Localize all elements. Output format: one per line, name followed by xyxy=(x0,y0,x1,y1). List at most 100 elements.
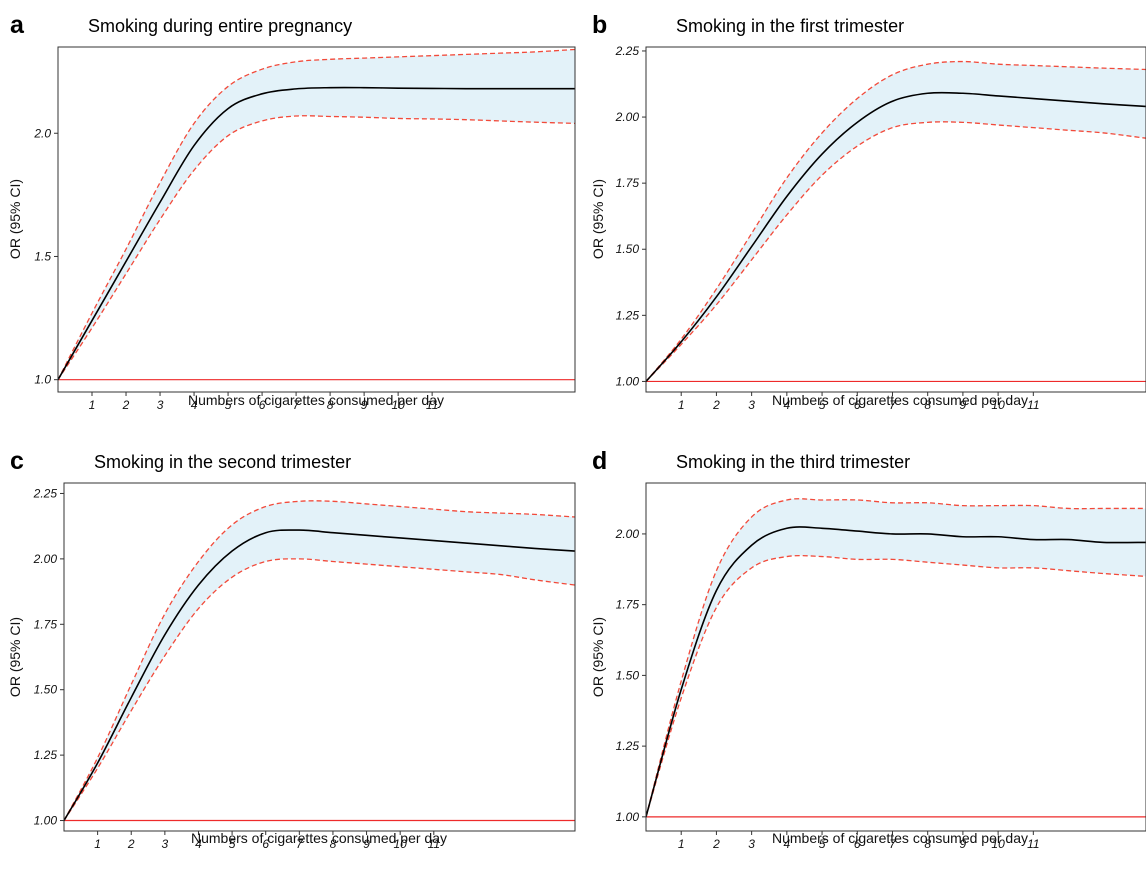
ci-ribbon xyxy=(646,498,1146,817)
x-tick-label: 5 xyxy=(819,398,826,412)
y-tick-label: 1.25 xyxy=(616,739,640,753)
plot-area xyxy=(64,500,575,822)
x-tick-label: 6 xyxy=(854,837,861,851)
y-tick-label: 2.00 xyxy=(615,110,640,124)
x-tick-label: 8 xyxy=(924,837,931,851)
ci-upper-line xyxy=(58,48,575,380)
x-tick-label: 9 xyxy=(363,837,370,851)
x-tick-label: 11 xyxy=(426,398,438,412)
x-tick-label: 2 xyxy=(712,837,720,851)
y-tick-label: 2.25 xyxy=(615,44,640,58)
y-tick-label: 1.50 xyxy=(616,668,640,682)
x-tick-label: 9 xyxy=(960,837,967,851)
x-tick-label: 11 xyxy=(1027,398,1039,412)
y-tick-label: 1.5 xyxy=(34,249,51,263)
plot-frame xyxy=(645,482,1146,832)
y-axis-label: OR (95% CI) xyxy=(7,179,23,259)
plot-frame xyxy=(63,482,576,832)
panel-title: Smoking in the third trimester xyxy=(676,452,910,472)
x-tick-label: 3 xyxy=(748,837,755,851)
x-tick-label: 9 xyxy=(361,398,368,412)
x-tick-label: 2 xyxy=(122,398,130,412)
y-tick-label: 1.75 xyxy=(34,617,58,631)
ci-upper-line xyxy=(64,500,575,821)
ci-upper-line xyxy=(646,498,1146,818)
y-tick-label: 2.25 xyxy=(33,486,58,500)
panel-letter: a xyxy=(10,11,25,39)
x-tick-label: 6 xyxy=(854,398,861,412)
x-tick-label: 10 xyxy=(394,837,408,851)
plot-area xyxy=(58,48,575,381)
plot-area xyxy=(646,60,1146,383)
y-tick-label: 1.50 xyxy=(34,683,58,697)
x-tick-label: 5 xyxy=(229,837,236,851)
plot-frame xyxy=(645,46,1146,393)
panel-a: a Smoking during entire pregnancy 1.0 1.5 2.… xyxy=(7,11,576,412)
x-tick-label: 4 xyxy=(784,837,791,851)
x-tick-label: 8 xyxy=(327,398,334,412)
y-tick-label: 1.00 xyxy=(616,810,640,824)
ci-ribbon xyxy=(646,61,1146,382)
y-tick-label: 2.00 xyxy=(615,527,640,541)
panel-c: c Smoking in the second trimester 1.00 1.25… xyxy=(7,447,576,851)
x-tick-label: 4 xyxy=(195,837,202,851)
y-tick-label: 1.50 xyxy=(616,242,640,256)
x-tick-label: 3 xyxy=(162,837,169,851)
ci-lower-line xyxy=(58,115,575,381)
x-tick-label: 7 xyxy=(296,837,304,851)
x-tick-label: 11 xyxy=(428,837,440,851)
y-tick-label: 1.75 xyxy=(616,176,640,190)
x-axis-label: Numbers of cigarettes consumed per day xyxy=(772,392,1028,408)
or-estimate-line xyxy=(646,91,1146,382)
ci-lower-line xyxy=(646,554,1146,818)
x-tick-label: 2 xyxy=(127,837,135,851)
ci-ribbon xyxy=(58,49,575,380)
ci-lower-line xyxy=(646,121,1146,382)
or-estimate-line xyxy=(58,86,575,381)
ci-lower-line xyxy=(64,558,575,821)
panel-letter: b xyxy=(592,11,607,39)
x-tick-label: 9 xyxy=(960,398,967,412)
y-tick-label: 1.25 xyxy=(34,748,58,762)
x-tick-label: 2 xyxy=(712,398,720,412)
x-tick-label: 6 xyxy=(259,398,266,412)
x-tick-label: 11 xyxy=(1027,837,1039,851)
y-axis-label: OR (95% CI) xyxy=(7,617,23,697)
y-axis-label: OR (95% CI) xyxy=(590,617,606,697)
x-tick-label: 6 xyxy=(262,837,269,851)
x-tick-label: 1 xyxy=(678,837,685,851)
y-tick-label: 1.00 xyxy=(34,814,58,828)
panel-title: Smoking in the second trimester xyxy=(94,452,351,472)
x-tick-label: 8 xyxy=(330,837,337,851)
y-tick-label: 1.25 xyxy=(616,308,640,322)
panel-b: b Smoking in the first trimester 1.00 1.25 1… xyxy=(590,11,1146,412)
x-tick-label: 5 xyxy=(225,398,232,412)
x-tick-label: 3 xyxy=(748,398,755,412)
panel-letter: c xyxy=(10,447,24,475)
x-tick-label: 10 xyxy=(991,837,1005,851)
x-tick-label: 10 xyxy=(991,398,1005,412)
x-axis-label: Numbers of cigarettes consumed per day xyxy=(191,830,447,846)
y-tick-label: 1.00 xyxy=(616,374,640,388)
x-tick-label: 4 xyxy=(784,398,791,412)
x-axis-label: Numbers of cigarettes consumed per day xyxy=(772,830,1028,846)
ci-ribbon xyxy=(64,500,575,821)
x-tick-label: 10 xyxy=(391,398,405,412)
y-tick-label: 1.0 xyxy=(34,373,51,387)
x-axis-label: Numbers of cigarettes consumed per day xyxy=(188,392,444,408)
y-axis-label: OR (95% CI) xyxy=(590,179,606,259)
x-tick-label: 7 xyxy=(889,398,897,412)
x-tick-label: 1 xyxy=(89,398,96,412)
ci-upper-line xyxy=(646,60,1146,382)
panel-title: Smoking during entire pregnancy xyxy=(88,16,352,36)
panel-letter: d xyxy=(592,447,607,475)
x-tick-label: 4 xyxy=(191,398,198,412)
plot-area xyxy=(646,498,1146,818)
panel-d: d Smoking in the third trimester 1.00 1.25 1… xyxy=(590,447,1146,851)
y-tick-label: 1.75 xyxy=(616,598,640,612)
x-tick-label: 5 xyxy=(819,837,826,851)
x-tick-label: 7 xyxy=(293,398,301,412)
or-estimate-line xyxy=(64,529,575,821)
or-estimate-line xyxy=(646,526,1146,818)
